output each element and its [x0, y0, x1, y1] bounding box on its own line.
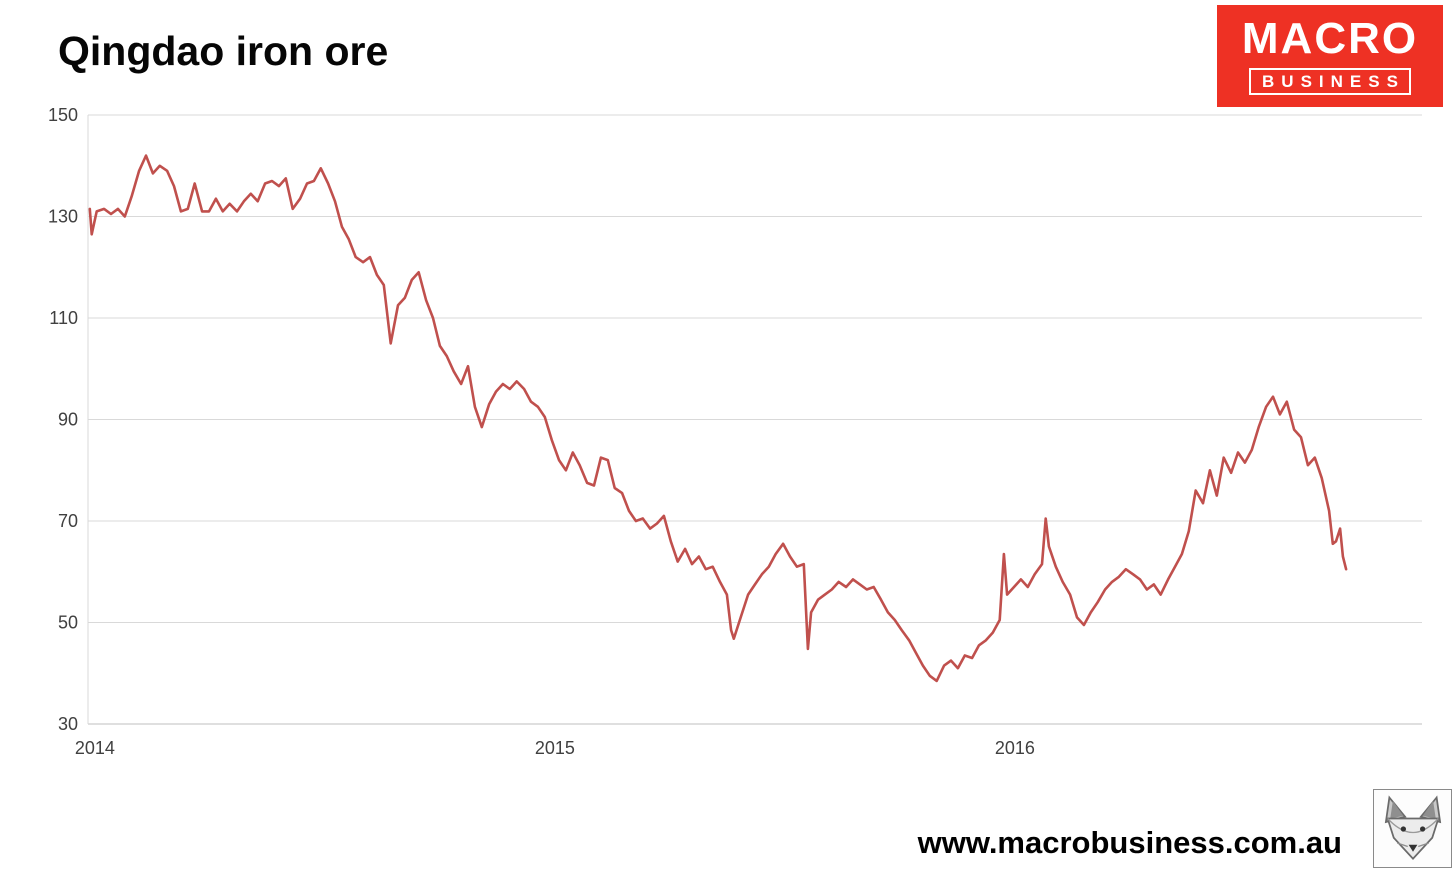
axis-tick-labels: 30 50 70 90 110 130 150 2014 2015 2016 [48, 105, 1035, 758]
x-tick-label: 2015 [535, 738, 575, 758]
y-tick-label: 70 [58, 511, 78, 531]
x-tick-label: 2014 [75, 738, 115, 758]
y-tick-label: 90 [58, 410, 78, 430]
macrobusiness-logo: MACRO BUSINESS [1217, 5, 1443, 107]
price-line [88, 154, 1348, 683]
x-tick-label: 2016 [995, 738, 1035, 758]
fox-logo [1373, 789, 1452, 868]
y-tick-label: 30 [58, 714, 78, 734]
footer-url: www.macrobusiness.com.au [917, 825, 1342, 860]
logo-text-business: BUSINESS [1249, 68, 1411, 95]
logo-text-macro: MACRO [1241, 14, 1419, 63]
chart-title: Qingdao iron ore [58, 28, 389, 74]
fox-icon [1384, 794, 1441, 860]
y-tick-label: 150 [48, 105, 78, 125]
y-tick-label: 110 [49, 308, 78, 328]
y-tick-label: 50 [58, 613, 78, 633]
gridlines [87, 114, 1422, 725]
y-tick-label: 130 [48, 207, 78, 227]
